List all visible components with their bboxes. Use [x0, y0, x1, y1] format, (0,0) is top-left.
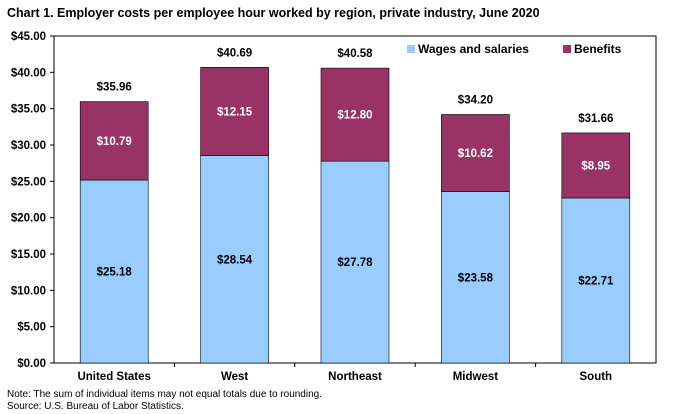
- bar-wages-and-salaries: [561, 197, 631, 364]
- bar-wages-and-salaries: [200, 155, 269, 364]
- y-tick-label: $30.00: [11, 140, 46, 152]
- x-tick-label: West: [221, 371, 248, 383]
- y-tick-label: $20.00: [11, 213, 46, 225]
- x-tick-label: South: [580, 371, 613, 383]
- bar-benefits: [200, 67, 269, 156]
- data-label-wages: $23.58: [458, 272, 494, 284]
- bar-benefits: [561, 132, 631, 199]
- bar-benefits: [79, 101, 149, 181]
- data-label-wages: $25.18: [97, 267, 133, 279]
- bar-wages-and-salaries: [79, 179, 149, 364]
- y-tick-label: $5.00: [17, 322, 46, 334]
- source-note: Source: U.S. Bureau of Labor Statistics.: [7, 401, 184, 412]
- y-tick-label: $35.00: [11, 104, 46, 116]
- rounding-note: Note: The sum of individual items may no…: [7, 389, 322, 400]
- bar-benefits: [320, 67, 390, 162]
- bar-benefits: [441, 114, 510, 192]
- data-label-wages: $27.78: [337, 257, 373, 269]
- data-label-total: $40.58: [337, 48, 373, 60]
- x-tick-label: Midwest: [453, 371, 499, 383]
- y-tick-label: $10.00: [11, 285, 46, 297]
- data-label-benefits: $12.15: [217, 106, 253, 118]
- bar-wages-and-salaries: [320, 160, 390, 364]
- data-label-benefits: $10.79: [97, 136, 132, 148]
- chart-title: Chart 1. Employer costs per employee hou…: [7, 6, 540, 20]
- x-tick-label: United States: [77, 371, 151, 383]
- data-label-total: $34.20: [458, 94, 493, 106]
- y-tick-label: $25.00: [11, 176, 46, 188]
- y-tick-label: $45.00: [11, 31, 46, 43]
- data-label-benefits: $10.62: [458, 148, 493, 160]
- y-tick-label: $40.00: [11, 67, 46, 79]
- data-label-total: $31.66: [578, 113, 613, 125]
- data-label-wages: $22.71: [578, 275, 614, 287]
- data-label-total: $40.69: [217, 47, 252, 59]
- legend-wages-and-salaries-swatch: [407, 45, 415, 53]
- legend-benefits-label: Benefits: [574, 42, 622, 56]
- legend-wages-and-salaries-label: Wages and salaries: [418, 42, 529, 56]
- y-tick-label: $15.00: [11, 249, 46, 261]
- y-tick-label: $0.00: [17, 358, 46, 370]
- data-label-benefits: $12.80: [337, 110, 372, 122]
- legend-benefits-swatch: [563, 45, 571, 53]
- data-label-benefits: $8.95: [581, 160, 610, 172]
- x-tick-label: Northeast: [328, 371, 382, 383]
- data-label-total: $35.96: [97, 82, 132, 94]
- data-label-wages: $28.54: [217, 254, 253, 266]
